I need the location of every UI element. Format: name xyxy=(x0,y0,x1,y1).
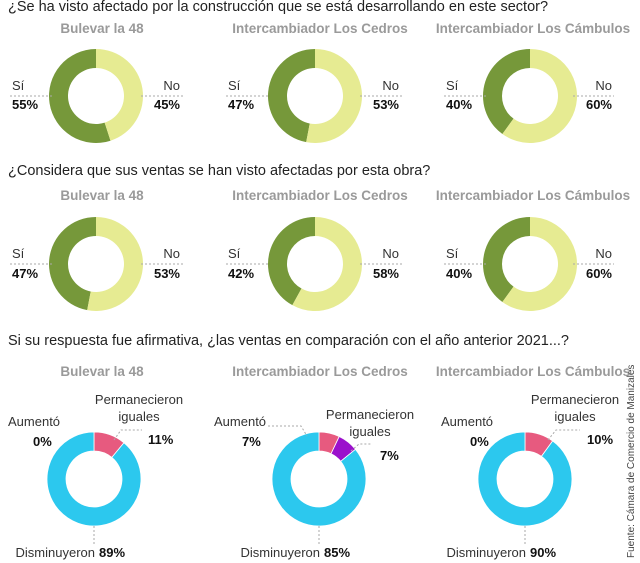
label-si: Sí xyxy=(12,246,25,261)
chart-title-s3-c2: Intercambiador Los Cedros xyxy=(232,364,408,379)
donut-s1-c3 xyxy=(482,49,577,143)
slice-no xyxy=(87,217,143,311)
slice-si xyxy=(268,49,315,143)
source-credit: Fuente: Cámara de Comercio de Manizales xyxy=(626,365,637,558)
slice-no xyxy=(306,49,362,143)
slice-disminuyeron xyxy=(477,431,573,527)
value-aumento: 0% xyxy=(33,434,52,449)
slice-disminuyeron xyxy=(46,431,142,527)
section-3: Si su respuesta fue afirmativa, ¿las ven… xyxy=(8,333,630,560)
label-permanecieron-1: Permanecieron xyxy=(326,407,414,422)
question-1: ¿Se ha visto afectado por la construcció… xyxy=(8,0,548,15)
label-permanecieron-1: Permanecieron xyxy=(531,392,619,407)
value-permanecieron: 10% xyxy=(587,432,613,447)
value-no: 60% xyxy=(586,97,612,112)
slice-no xyxy=(502,49,577,143)
value-permanecieron: 11% xyxy=(148,432,174,447)
value-no: 53% xyxy=(373,97,399,112)
label-aumento: Aumentó xyxy=(441,414,493,429)
chart-title-s3-c3: Intercambiador Los Cámbulos xyxy=(436,364,630,379)
label-permanecieron-2: iguales xyxy=(349,424,391,439)
value-no: 53% xyxy=(154,266,180,281)
label-no: No xyxy=(163,78,180,93)
value-si: 47% xyxy=(228,97,254,112)
chart-title-s1-c2: Intercambiador Los Cedros xyxy=(232,21,408,36)
chart-title-s2-c3: Intercambiador Los Cámbulos xyxy=(436,188,630,203)
value-no: 58% xyxy=(373,266,399,281)
slice-no xyxy=(96,49,143,141)
donut-s1-c2 xyxy=(268,49,362,143)
value-disminuyeron: 85% xyxy=(324,545,350,560)
slice-si xyxy=(482,217,530,303)
value-si: 40% xyxy=(446,266,472,281)
section-1: ¿Se ha visto afectado por la construcció… xyxy=(8,0,630,144)
label-si: Sí xyxy=(12,78,25,93)
donut-s3-c2 xyxy=(271,431,367,527)
value-si: 55% xyxy=(12,97,38,112)
chart-title-s3-c1: Bulevar la 48 xyxy=(60,364,144,379)
label-no: No xyxy=(595,78,612,93)
chart-title-s1-c3: Intercambiador Los Cámbulos xyxy=(436,21,630,36)
value-si: 42% xyxy=(228,266,254,281)
slice-si xyxy=(482,49,530,135)
slice-si xyxy=(48,49,111,144)
leader-line xyxy=(268,425,308,437)
label-si: Sí xyxy=(228,246,241,261)
chart-title-s2-c1: Bulevar la 48 xyxy=(60,188,144,203)
value-no: 60% xyxy=(586,266,612,281)
value-aumento: 7% xyxy=(242,434,261,449)
value-si: 40% xyxy=(446,97,472,112)
value-no: 45% xyxy=(154,97,180,112)
label-si: Sí xyxy=(446,246,459,261)
label-si: Sí xyxy=(228,78,241,93)
value-permanecieron: 7% xyxy=(380,448,399,463)
value-si: 47% xyxy=(12,266,38,281)
label-no: No xyxy=(163,246,180,261)
leader-line xyxy=(113,429,142,441)
label-permanecieron-2: iguales xyxy=(554,409,596,424)
slice-si xyxy=(268,217,315,306)
donut-s3-c1 xyxy=(46,431,142,527)
label-disminuyeron: Disminuyeron xyxy=(447,545,526,560)
donut-s3-c3 xyxy=(477,431,573,527)
label-permanecieron-2: iguales xyxy=(118,409,160,424)
label-no: No xyxy=(595,246,612,261)
label-permanecieron-1: Permanecieron xyxy=(95,392,183,407)
label-si: Sí xyxy=(446,78,459,93)
label-no: No xyxy=(382,78,399,93)
donut-s2-c3 xyxy=(482,217,577,311)
value-disminuyeron: 89% xyxy=(99,545,125,560)
label-aumento: Aumentó xyxy=(8,414,60,429)
donut-s2-c1 xyxy=(48,217,143,311)
chart-title-s1-c1: Bulevar la 48 xyxy=(60,21,144,36)
label-disminuyeron: Disminuyeron xyxy=(241,545,320,560)
label-aumento: Aumentó xyxy=(214,414,266,429)
label-no: No xyxy=(382,246,399,261)
chart-title-s2-c2: Intercambiador Los Cedros xyxy=(232,188,408,203)
slice-disminuyeron xyxy=(271,431,367,527)
question-2: ¿Considera que sus ventas se han visto a… xyxy=(8,163,430,179)
question-3: Si su respuesta fue afirmativa, ¿las ven… xyxy=(8,333,569,349)
donut-s1-c1 xyxy=(48,49,143,144)
slice-si xyxy=(48,217,96,311)
section-2: ¿Considera que sus ventas se han visto a… xyxy=(8,163,630,311)
slice-no xyxy=(502,217,577,311)
label-disminuyeron: Disminuyeron xyxy=(16,545,95,560)
value-disminuyeron: 90% xyxy=(530,545,556,560)
slice-no xyxy=(292,216,362,311)
leader-line xyxy=(547,429,580,441)
donut-s2-c2 xyxy=(268,216,362,311)
value-aumento: 0% xyxy=(470,434,489,449)
